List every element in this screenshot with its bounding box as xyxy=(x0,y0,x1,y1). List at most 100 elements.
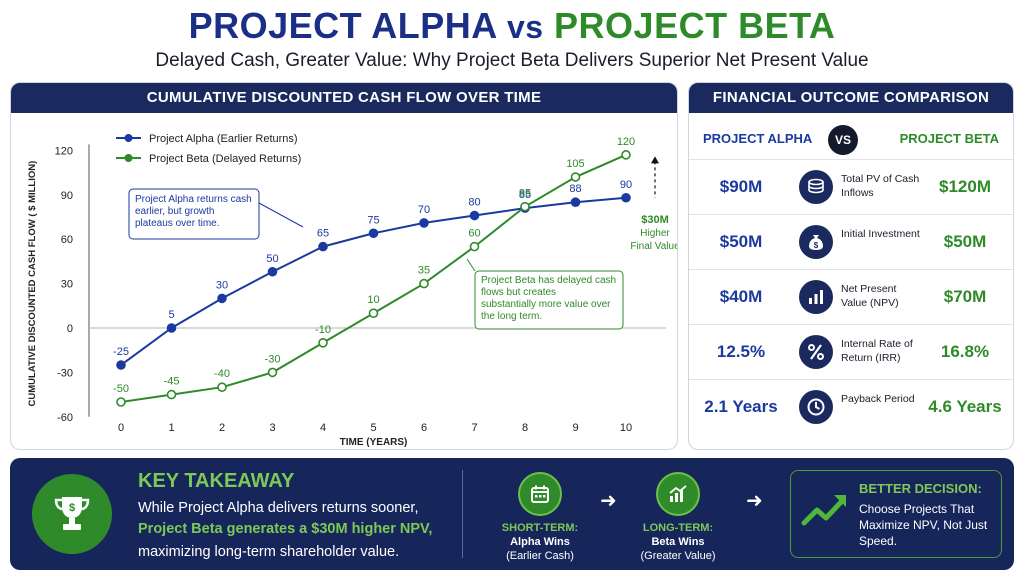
data-label: 50 xyxy=(266,253,278,265)
beta-value: 4.6 Years xyxy=(928,397,1002,416)
x-tick-label: 7 xyxy=(471,422,477,434)
legend-entry: Project Alpha (Earlier Returns) xyxy=(149,133,298,145)
data-point xyxy=(469,241,480,252)
comparison-head-alpha: PROJECT ALPHA xyxy=(703,131,813,146)
data-label: 35 xyxy=(418,265,430,277)
data-point xyxy=(318,337,328,348)
data-point xyxy=(469,210,480,221)
alpha-value: 12.5% xyxy=(716,342,766,361)
data-label: -10 xyxy=(315,324,331,336)
data-point xyxy=(520,201,530,212)
x-tick-label: 4 xyxy=(320,422,326,434)
data-point xyxy=(419,218,429,228)
calendar-icon xyxy=(518,472,562,516)
data-label: 65 xyxy=(317,228,329,240)
data-point xyxy=(267,367,278,378)
gap-value: $30M xyxy=(641,214,669,226)
takeaway-line-2: Project Beta generates a $30M higher NPV… xyxy=(138,521,433,537)
alpha-annotation-box xyxy=(128,188,260,240)
better-decision-body: Choose Projects That Maximize NPV, Not J… xyxy=(859,502,988,548)
bar-chart-icon xyxy=(799,280,833,314)
data-point xyxy=(217,382,227,393)
comparison-row-npv: $40M Net Present Value (NPV) $70M xyxy=(689,269,1013,324)
data-point xyxy=(116,360,126,370)
takeaway-line-3: maximizing long-term shareholder value. xyxy=(138,544,400,560)
title-alpha: PROJECT ALPHA xyxy=(188,5,497,46)
data-point xyxy=(419,278,429,289)
y-tick-label: -30 xyxy=(57,367,73,379)
comparison-row-payback: 2.1 Years Payback Period 4.6 Years xyxy=(689,379,1013,434)
data-point xyxy=(621,192,631,203)
gap-text: Final Value xyxy=(630,241,678,252)
data-label: 85 xyxy=(519,189,531,201)
chart-title: CUMULATIVE DISCOUNTED CASH FLOW OVER TIM… xyxy=(11,83,677,113)
data-label: 70 xyxy=(418,204,430,216)
metric-label: Total PV of Cash Inflows xyxy=(841,173,920,199)
x-tick-label: 3 xyxy=(269,422,275,434)
data-label: 90 xyxy=(620,179,632,191)
x-tick-label: 5 xyxy=(370,422,376,434)
metric-label: Internal Rate of Return (IRR) xyxy=(841,338,913,364)
comparison-row-irr: 12.5% Internal Rate of Return (IRR) 16.8… xyxy=(689,324,1013,379)
metric-label: Initial Investment xyxy=(841,228,920,240)
data-point xyxy=(621,150,631,160)
alpha-value: $40M xyxy=(719,287,763,306)
data-label: 120 xyxy=(617,136,635,148)
x-tick-label: 0 xyxy=(118,422,124,434)
alpha-annotation-pointer xyxy=(258,202,304,228)
data-point xyxy=(166,389,177,400)
data-label: 85 xyxy=(519,188,531,200)
beta-value: 16.8% xyxy=(940,342,990,361)
data-label: -50 xyxy=(113,383,129,395)
x-tick-label: 8 xyxy=(522,422,528,434)
page-subtitle: Delayed Cash, Greater Value: Why Project… xyxy=(155,50,869,71)
data-point xyxy=(368,308,379,318)
beta-value: $70M xyxy=(943,287,987,306)
better-decision-title: BETTER DECISION: xyxy=(859,481,982,496)
trend-up-icon xyxy=(801,495,846,526)
data-label: 10 xyxy=(367,294,379,306)
data-label: 75 xyxy=(367,214,379,226)
x-tick-label: 6 xyxy=(421,422,427,434)
data-label: 88 xyxy=(569,183,581,195)
data-label: 30 xyxy=(216,279,228,291)
key-takeaway-banner: $ KEY TAKEAWAY While Project Alpha deliv… xyxy=(10,458,1014,570)
svg-text:$: $ xyxy=(69,502,75,514)
data-point xyxy=(318,241,328,252)
arrow-right-icon: ➜ xyxy=(600,490,617,512)
legend-marker xyxy=(124,134,133,142)
better-decision-box: BETTER DECISION: Choose Projects That Ma… xyxy=(790,470,1002,558)
x-axis-label: TIME (YEARS) xyxy=(340,437,408,448)
data-label: 5 xyxy=(168,309,174,321)
arrow-right-icon: ➜ xyxy=(746,490,763,512)
comparison-row-investment: $50M $ Initial Investment $50M xyxy=(689,214,1013,269)
gap-text: Higher xyxy=(640,228,670,239)
y-tick-label: 60 xyxy=(61,234,73,246)
long-term-label: LONG-TERM: xyxy=(642,522,714,534)
x-tick-label: 10 xyxy=(620,422,632,434)
data-point xyxy=(166,323,177,333)
data-label: 80 xyxy=(468,197,480,209)
trophy-icon: $ xyxy=(32,474,112,554)
long-term-value: Beta Wins xyxy=(651,536,705,548)
chart-panel: CUMULATIVE DISCOUNTED CASH FLOW OVER TIM… xyxy=(10,82,678,450)
beta-value: $120M xyxy=(939,177,991,196)
legend-entry: Project Beta (Delayed Returns) xyxy=(149,153,301,165)
data-label: -30 xyxy=(265,353,281,365)
y-axis-label: CUMULATIVE DISCOUNTED CASH FLOW ( $ MILL… xyxy=(27,161,38,407)
vs-badge: VS xyxy=(828,125,858,155)
x-tick-label: 9 xyxy=(572,422,578,434)
data-label: -40 xyxy=(214,368,230,380)
y-tick-label: -60 xyxy=(57,412,73,424)
coins-icon xyxy=(799,170,833,204)
data-point xyxy=(217,293,227,304)
data-point xyxy=(116,397,126,407)
takeaway-line-1: While Project Alpha delivers returns soo… xyxy=(138,500,419,516)
growth-chart-icon xyxy=(656,472,700,516)
comparison-title: FINANCIAL OUTCOME COMPARISON xyxy=(689,83,1013,113)
data-label: -45 xyxy=(164,376,180,388)
y-tick-label: 90 xyxy=(61,190,73,202)
alpha-value: $90M xyxy=(719,177,763,196)
page-title: PROJECT ALPHA vs PROJECT BETA xyxy=(0,4,1024,49)
cash-flow-chart: 120 90 60 30 0 -30 -60 0 1 2 3 4 5 6 7 8 9 10 TIME (YEARS)… xyxy=(27,133,678,448)
